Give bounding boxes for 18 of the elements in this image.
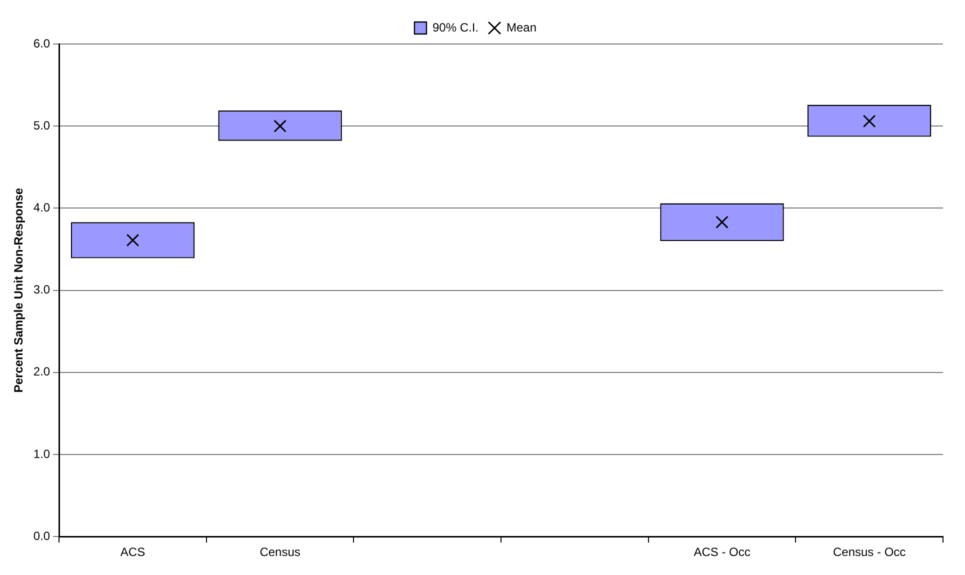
y-tick-label: 6.0 <box>33 36 50 50</box>
legend-label: Mean <box>506 20 537 34</box>
x-tick-label: Census - Occ <box>832 545 906 560</box>
point <box>274 120 286 133</box>
y-tick-label: 0.0 <box>33 528 50 543</box>
y-axis-title: Percent Sample Unit Non-Response <box>12 188 26 393</box>
y-tick-label: 2.0 <box>33 364 50 379</box>
point <box>126 234 140 247</box>
y-tick-label: 1.0 <box>33 446 50 461</box>
x-tick-label: ACS <box>120 545 146 560</box>
y-tick-label: 4.0 <box>33 200 50 215</box>
x-tick-label: ACS - Occ <box>694 545 750 560</box>
y-tick-label: 5.0 <box>33 118 50 132</box>
legend-label: 90% C.I. <box>432 20 479 34</box>
x-tick-label: Census <box>260 545 300 560</box>
point <box>862 114 876 128</box>
point <box>716 216 728 229</box>
y-tick-label: 3.0 <box>33 282 50 297</box>
